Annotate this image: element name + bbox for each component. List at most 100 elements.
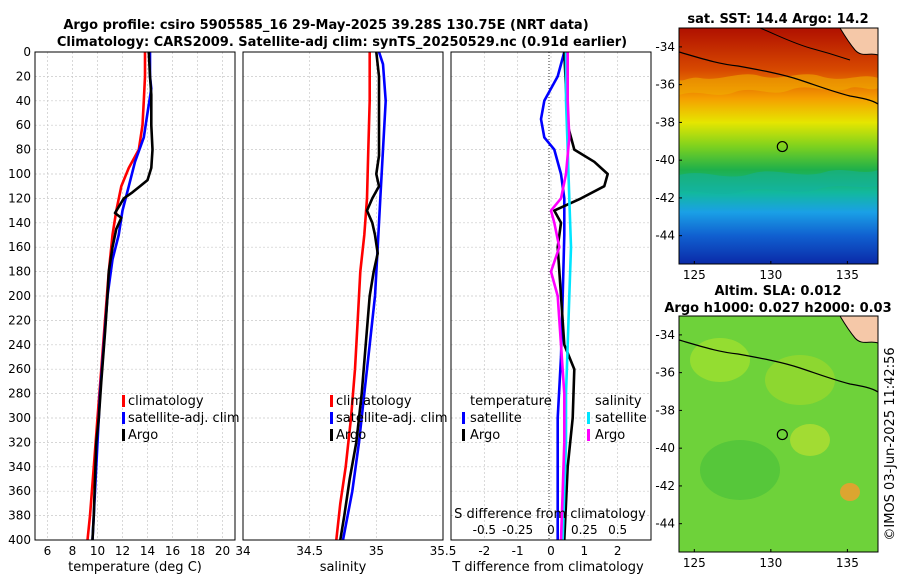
sla-land [839, 316, 878, 344]
map-y-tick-label: -34 [655, 328, 675, 342]
x-tick-label: 0 [547, 544, 555, 558]
timestamp-label: ©IMOS 03-Jun-2025 11:42:56 [883, 347, 898, 540]
secondary-tick-label: -0.25 [502, 523, 533, 537]
y-tick-label: 300 [8, 411, 31, 425]
y-tick-label: 140 [8, 216, 31, 230]
temperature-ticks: 0 20 40 60 80 100 120 140 160 180 200 220 240 260 280 3… [8, 45, 230, 558]
map-x-tick-label: 130 [759, 556, 782, 570]
x-tick-label: 35 [369, 544, 384, 558]
sst-map-frame [678, 27, 879, 265]
map-y-tick-label: -44 [655, 229, 675, 243]
legend-swatch-temp-satellite [462, 412, 465, 424]
map-y-tick-label: -44 [655, 517, 675, 531]
legend-swatch-argo [122, 429, 125, 441]
secondary-axis-label: S difference from climatology [454, 507, 646, 522]
y-tick-label: 180 [8, 265, 31, 279]
legend-label-climatology: climatology [336, 394, 412, 409]
map-x-tick-label: 135 [836, 556, 859, 570]
y-tick-label: 280 [8, 387, 31, 401]
salinity-series [335, 52, 388, 540]
map-x-tick-label: 130 [759, 268, 782, 282]
figure-title-line2: Climatology: CARS2009. Satellite-adj cli… [57, 35, 627, 50]
figure-title-line1: Argo profile: csiro 5905585_16 29-May-20… [63, 18, 588, 33]
map-y-tick-label: -40 [655, 153, 675, 167]
map-y-tick-label: -42 [655, 479, 675, 493]
map-y-tick-label: -36 [655, 366, 675, 380]
y-tick-label: 20 [16, 69, 31, 83]
legend-label-sal-argo: Argo [595, 428, 625, 443]
salinity-diff-legend: salinity satellite Argo [587, 394, 647, 443]
map-x-tick-label: 125 [683, 268, 706, 282]
y-tick-label: 220 [8, 313, 31, 327]
secondary-tick-label: -0.5 [473, 523, 496, 537]
temperature-xlabel: temperature (deg C) [68, 560, 202, 575]
sla-map: Altim. SLA: 0.012 Argo h1000: 0.027 h200… [655, 284, 891, 570]
x-tick-label: -1 [512, 544, 524, 558]
legend-label-sal-satellite: satellite [595, 411, 647, 426]
difference-series [539, 52, 610, 540]
legend-label-temp-satellite: satellite [470, 411, 522, 426]
difference-axes-frame [450, 51, 652, 541]
map-y-tick-label: -38 [655, 115, 675, 129]
difference-ticks: -2 -1 0 1 2 [478, 544, 621, 558]
legend-swatch-satellite [330, 412, 333, 424]
salinity-axes-frame [242, 51, 444, 541]
map-y-tick-label: -38 [655, 403, 675, 417]
temperature-panel: 0 20 40 60 80 100 120 140 160 180 200 220 240 260 280 3… [8, 45, 240, 575]
legend-swatch-climatology [330, 395, 333, 407]
x-tick-label: 35.5 [430, 544, 457, 558]
secondary-ticks: -0.5 -0.25 0 0.25 0.5 [473, 523, 628, 537]
y-tick-label: 100 [8, 167, 31, 181]
map-y-tick-label: -34 [655, 40, 675, 54]
legend-label-argo: Argo [128, 428, 158, 443]
y-tick-label: 400 [8, 533, 31, 547]
series-line-temperature-argo [552, 52, 610, 540]
y-tick-label: 120 [8, 191, 31, 205]
legend-swatch-sal-satellite [587, 412, 590, 424]
sla-patch [690, 338, 750, 382]
temperature-axes-frame [34, 51, 236, 541]
map-x-tick-label: 125 [683, 556, 706, 570]
x-tick-label: 20 [215, 544, 230, 558]
sst-map-ticks: 125 130 135 -34 -36 -38 -40 -42 -44 [655, 40, 858, 282]
salinity-grid [242, 51, 444, 541]
secondary-tick-label: 0 [547, 523, 555, 537]
y-tick-label: 260 [8, 362, 31, 376]
salinity-panel: 34 34.5 35 35.5 salinity climatology satell… [235, 51, 456, 575]
sla-patch [790, 424, 830, 456]
map-y-tick-label: -40 [655, 441, 675, 455]
y-tick-label: 60 [16, 118, 31, 132]
x-tick-label: 2 [614, 544, 622, 558]
x-tick-label: 16 [165, 544, 180, 558]
argo-position-marker [776, 140, 788, 153]
difference-panel: -2 -1 0 1 2 T difference from climatology S … [450, 51, 652, 575]
sst-field [679, 28, 878, 264]
y-tick-label: 0 [23, 45, 31, 59]
sst-contour [679, 51, 878, 105]
sla-map-ticks: 125 130 135 -34 -36 -38 -40 -42 -44 [655, 328, 858, 570]
sla-patch [765, 355, 835, 405]
legend-swatch-argo [330, 429, 333, 441]
legend-title-salinity: salinity [595, 394, 642, 409]
temperature-legend: climatology satellite-adj. clim Argo [122, 394, 240, 443]
legend-label-climatology: climatology [128, 394, 204, 409]
temperature-grid [35, 51, 235, 541]
sst-patch-cool [679, 170, 878, 194]
y-tick-label: 320 [8, 435, 31, 449]
sla-map-frame [678, 315, 879, 553]
sla-contour [679, 339, 878, 393]
legend-swatch-temp-argo [462, 429, 465, 441]
map-y-tick-label: -42 [655, 191, 675, 205]
series-line-satellite-adj-clim [341, 52, 388, 540]
salinity-legend: climatology satellite-adj. clim Argo [330, 394, 448, 443]
y-tick-label: 80 [16, 143, 31, 157]
salinity-ticks: 34 34.5 35 35.5 [235, 544, 456, 558]
y-tick-label: 200 [8, 289, 31, 303]
series-line-salinity-argo [549, 52, 571, 540]
secondary-tick-label: 0.5 [608, 523, 627, 537]
sla-map-title-line2: Argo h1000: 0.027 h2000: 0.03 [664, 301, 891, 316]
y-tick-label: 160 [8, 240, 31, 254]
sla-patch [700, 440, 780, 500]
legend-swatch-climatology [122, 395, 125, 407]
